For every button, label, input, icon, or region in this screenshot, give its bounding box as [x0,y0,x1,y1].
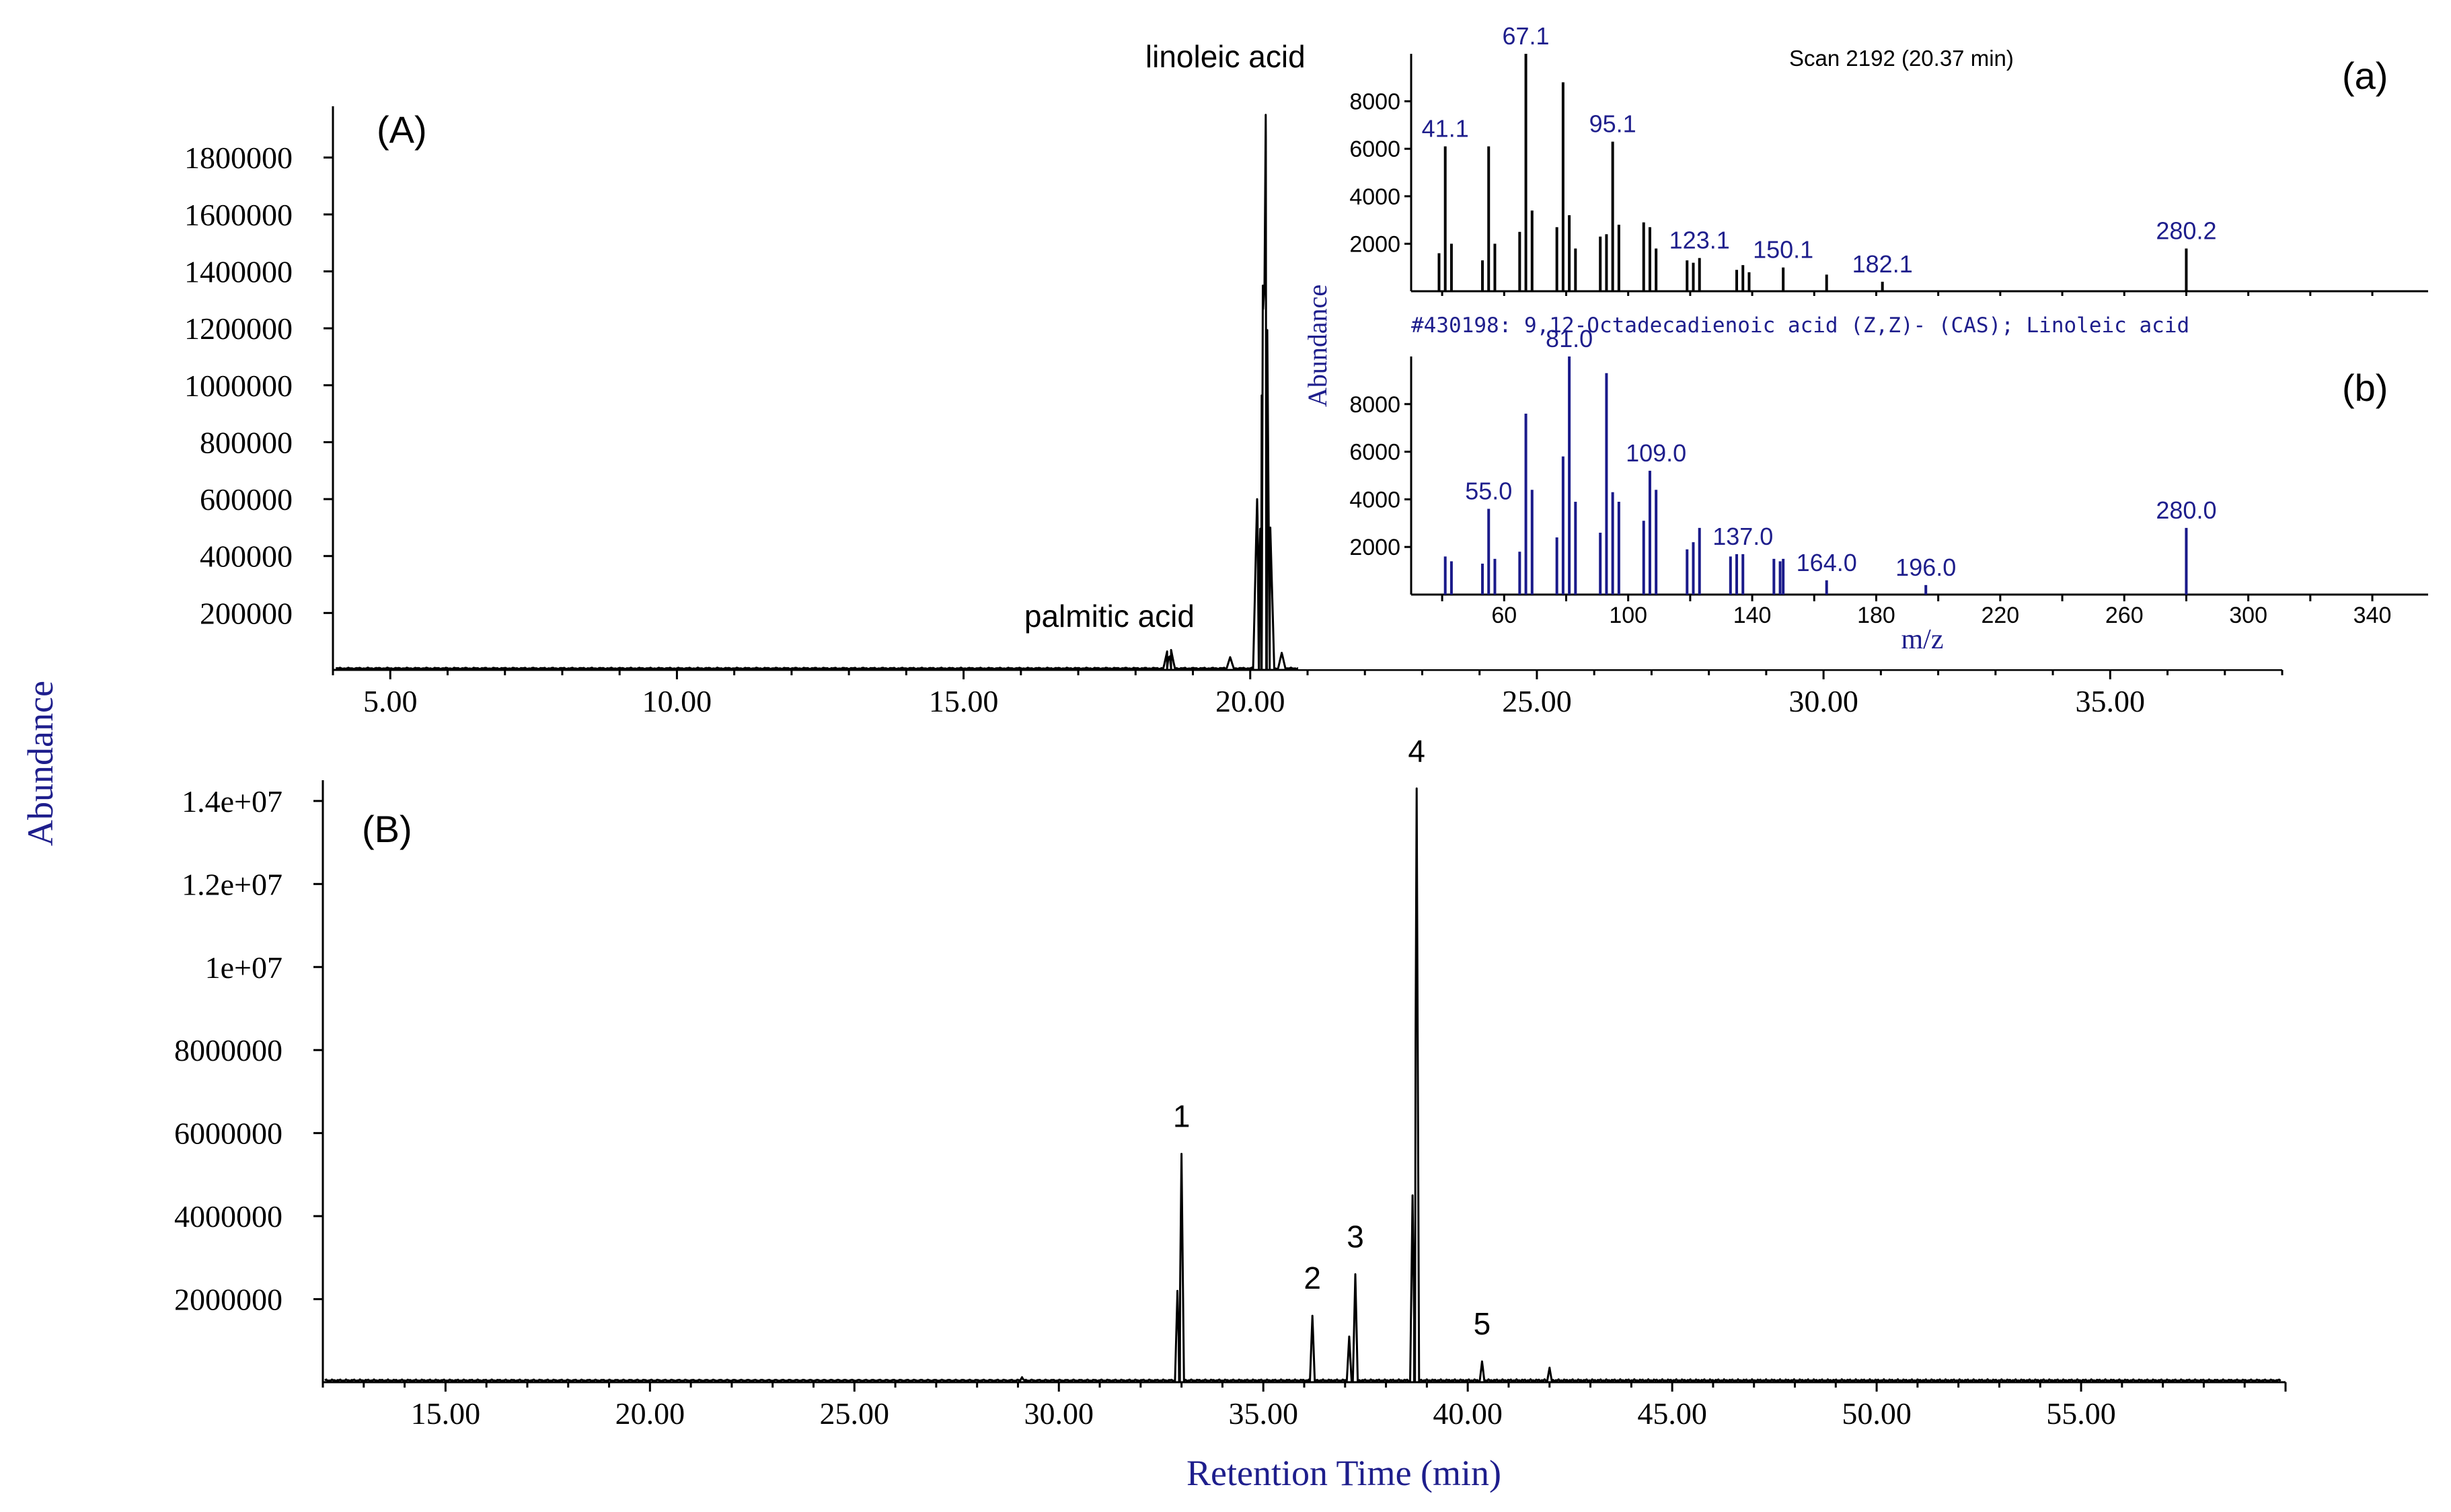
ms-peak-label: 41.1 [1422,115,1469,143]
x-tick-label: 45.00 [1637,1396,1707,1431]
x-tick-label: 40.00 [1433,1396,1503,1431]
peak-number-label: 4 [1408,733,1425,768]
y-tick-label: 600000 [200,482,293,517]
ms-sample-title: Scan 2192 (20.37 min) [1789,46,2014,71]
ms-y-tick-label: 2000 [1349,535,1400,560]
ms-peak-label: 95.1 [1589,110,1636,138]
ms-library-title: #430198: 9,12-Octadecadienoic acid (Z,Z)… [1411,313,2189,338]
y-tick-label: 200000 [200,596,293,630]
x-tick-label: 35.00 [2076,684,2146,718]
y-tick-label: 400000 [200,539,293,574]
peak-number-label: 3 [1347,1219,1364,1254]
x-tick-label: 10.00 [642,684,712,718]
mass-spectrum-library: 2000 4000 6000 8000 60 100 140 180 220 260 300 340… [1298,285,2435,669]
annotation-linoleic-acid: linoleic acid [1145,39,1306,74]
ms-y-tick-label: 8000 [1349,89,1400,115]
x-tick-label: 25.00 [1502,684,1572,718]
global-y-label: Abundance [20,681,61,846]
ms-peak-label: 164.0 [1797,549,1857,576]
x-tick-label: 25.00 [820,1396,890,1431]
ms-y-tick-label: 2000 [1349,231,1400,257]
y-tick-label: 1800000 [184,141,293,175]
ms-peak-label: 182.1 [1852,250,1913,278]
x-tick-label: 15.00 [411,1396,481,1431]
global-x-label: Retention Time (min) [1186,1453,1501,1493]
ms-peak-label: 150.1 [1753,236,1813,264]
y-tick-label: 8000000 [174,1033,282,1067]
ms-peak-label: 81.0 [1546,325,1593,352]
y-tick-label: 1.4e+07 [182,784,282,819]
x-tick-label: 50.00 [1842,1396,1912,1431]
y-tick-label: 1400000 [184,254,293,289]
x-tick-label: 55.00 [2046,1396,2116,1431]
ms-library-x-label: m/z [1901,624,1944,655]
x-tick-label: 15.00 [929,684,999,718]
panel-label-a-upper: (A) [377,108,427,151]
ms-x-tick-label: 260 [2105,603,2144,628]
panel-label-a-lower: (a) [2342,54,2388,97]
ms-peak-label: 280.0 [2156,496,2216,524]
ms-peak-label: 55.0 [1465,478,1512,505]
ms-peak-label: 137.0 [1712,523,1773,550]
ms-x-tick-label: 60 [1491,603,1517,628]
y-tick-label: 1600000 [184,198,293,232]
ms-peak-label: 67.1 [1503,22,1550,50]
x-tick-label: 30.00 [1024,1396,1094,1431]
ms-peak-label: 109.0 [1626,439,1686,467]
y-tick-label: 1.2e+07 [182,867,282,901]
panel-label-b-upper: (B) [362,808,412,850]
ms-y-tick-label: 6000 [1349,440,1400,465]
ms-y-tick-label: 4000 [1349,184,1400,210]
ms-y-tick-label: 8000 [1349,392,1400,418]
ms-y-tick-label: 6000 [1349,137,1400,162]
chromatogram-b-trace [324,787,2282,1383]
ms-peak-label: 280.2 [2156,217,2216,244]
ms-inset-y-label: Abundance [1302,285,1332,407]
y-tick-label: 2000000 [174,1283,282,1317]
ms-y-tick-label: 4000 [1349,487,1400,513]
x-tick-label: 20.00 [615,1396,685,1431]
ms-x-tick-label: 300 [2229,603,2267,628]
x-tick-label: 35.00 [1228,1396,1298,1431]
ms-x-tick-label: 220 [1981,603,2019,628]
x-tick-label: 30.00 [1788,684,1858,718]
ms-peak-label: 196.0 [1895,554,1956,581]
y-tick-label: 4000000 [174,1199,282,1234]
ms-x-tick-label: 140 [1733,603,1772,628]
peak-number-label: 2 [1304,1260,1321,1295]
ms-x-tick-label: 180 [1857,603,1895,628]
y-tick-label: 1e+07 [205,950,282,985]
ms-x-tick-label: 340 [2353,603,2392,628]
peak-number-label: 5 [1474,1306,1491,1341]
peak-number-label: 1 [1173,1099,1191,1134]
y-tick-label: 800000 [200,425,293,459]
panel-label-b-lower: (b) [2342,367,2388,409]
ms-peak-label: 123.1 [1669,227,1730,254]
y-tick-label: 1000000 [184,369,293,403]
ms-x-tick-label: 100 [1609,603,1647,628]
x-tick-label: 5.00 [363,684,418,718]
annotation-palmitic-acid: palmitic acid [1024,599,1195,634]
y-tick-label: 1200000 [184,311,293,346]
y-tick-label: 6000000 [174,1117,282,1151]
chromatogram-b: 2000000 4000000 6000000 8000000 1e+07 1.2e+07… [174,733,2287,1431]
x-tick-label: 20.00 [1215,684,1285,718]
